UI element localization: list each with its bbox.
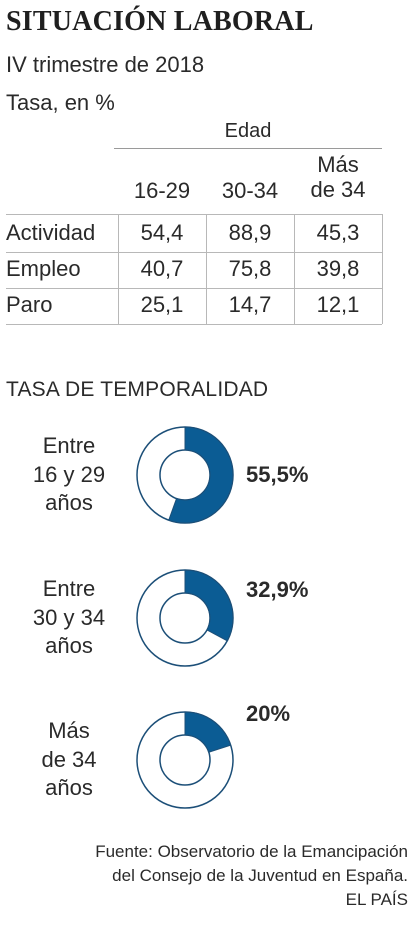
table-cell: 14,7: [228, 292, 272, 317]
donut-value-label: 55,5%: [246, 462, 309, 487]
chart-title: SITUACIÓN LABORAL: [6, 6, 314, 37]
table-column-header-mas-de-34: Más de 34: [294, 152, 382, 203]
table-column-rule: [294, 214, 295, 324]
publisher-credit: EL PAÍS: [345, 889, 408, 909]
labor-table: Edad 16-29 30-34 Más de 34 Actividad 54,…: [6, 120, 386, 330]
table-cell: 88,9: [228, 220, 272, 245]
table-group-header-rule: [114, 148, 382, 149]
temporality-row-30-34: Entre 30 y 34 años 32,9%: [0, 563, 414, 683]
table-row-label: Actividad: [6, 220, 96, 245]
table-column-header-line2: 16-29: [133, 178, 191, 203]
table-row-actividad: Actividad 54,4 88,9 45,3: [6, 218, 382, 254]
table-column-rule: [118, 214, 119, 324]
table-column-header-line1: Más: [317, 152, 359, 177]
table-row-empleo: Empleo 40,7 75,8 39,8: [6, 254, 382, 290]
table-column-header-30-34: 30-34: [206, 178, 294, 203]
temporality-row-16-29: Entre 16 y 29 años 55,5%: [0, 420, 414, 540]
donut-label-line: Entre: [42, 433, 96, 458]
table-rule: [6, 288, 382, 289]
table-cell: 12,1: [316, 292, 360, 317]
source-footer: Fuente: Observatorio de la Emancipación …: [95, 840, 408, 911]
donut-label: Entre 30 y 34 años: [20, 575, 118, 661]
table-rule: [6, 324, 382, 325]
source-line: del Consejo de la Juventud en España.: [112, 865, 408, 885]
chart-subtitle-period: IV trimestre de 2018: [6, 52, 205, 77]
table-cell: 75,8: [228, 256, 272, 281]
donut-label: Más de 34 años: [20, 717, 118, 803]
temporality-title: TASA DE TEMPORALIDAD: [6, 378, 269, 401]
table-rule: [6, 252, 382, 253]
table-group-header: Edad: [224, 120, 272, 142]
table-column-rule: [382, 214, 383, 324]
table-cell: 40,7: [140, 256, 184, 281]
donut-label-line: años: [45, 633, 93, 659]
table-cell: 25,1: [140, 292, 184, 317]
donut-label-line: Entre: [42, 576, 96, 601]
donut-slice: [184, 711, 232, 753]
donut-label-line: 16 y 29: [32, 461, 106, 487]
table-cell: 54,4: [140, 220, 184, 245]
table-column-rule: [206, 214, 207, 324]
donut-slice: [184, 569, 234, 642]
donut-label-line: años: [45, 775, 93, 801]
table-cell: 45,3: [316, 220, 360, 245]
table-column-header-line2: de 34: [310, 177, 366, 203]
donut-chart: [136, 569, 234, 667]
donut-value-label: 20%: [246, 701, 291, 726]
table-column-header-16-29: 16-29: [118, 178, 206, 203]
donut-chart: [136, 711, 234, 809]
donut-label-line: Más: [48, 718, 90, 743]
temporality-row-mas-de-34: Más de 34 años 20%: [0, 701, 414, 825]
table-row-label: Paro: [6, 292, 53, 317]
donut-label-line: 30 y 34: [32, 604, 106, 630]
donut-label-line: de 34: [41, 746, 97, 772]
table-cell: 39,8: [316, 256, 360, 281]
donut-label-line: años: [45, 490, 93, 516]
table-column-header-line2: 30-34: [221, 178, 279, 203]
table-rule: [6, 214, 382, 215]
donut-label: Entre 16 y 29 años: [20, 432, 118, 518]
donut-slice: [168, 426, 234, 524]
chart-subtitle-unit: Tasa, en %: [6, 90, 115, 115]
donut-value-label: 32,9%: [246, 577, 309, 602]
table-row-label: Empleo: [6, 256, 81, 281]
table-row-paro: Paro 25,1 14,7 12,1: [6, 290, 382, 326]
source-line: Fuente: Observatorio de la Emancipación: [95, 842, 408, 861]
donut-chart: [136, 426, 234, 524]
